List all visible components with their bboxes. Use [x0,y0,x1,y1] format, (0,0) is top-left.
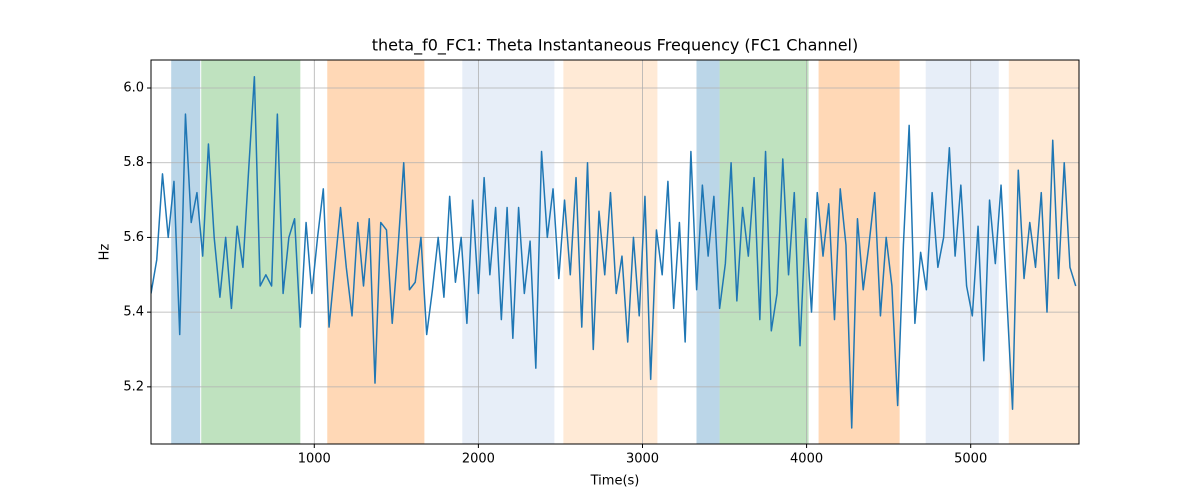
x-tick-label: 5000 [954,452,987,467]
y-tick-label: 5.8 [123,155,144,170]
chart-title: theta_f0_FC1: Theta Instantaneous Freque… [372,36,858,56]
y-axis-label: Hz [98,244,113,261]
x-tick-label: 3000 [626,452,659,467]
y-tick-label: 5.2 [123,379,144,394]
shaded-span [563,60,658,444]
plot-area [151,76,1077,429]
x-axis-label: Time(s) [590,474,640,489]
data-line [151,76,1077,429]
y-tick-label: 6.0 [123,81,144,96]
y-tick-label: 5.6 [123,230,144,245]
x-tick-label: 1000 [298,452,331,467]
shaded-span [327,60,425,444]
shaded-span [818,60,900,444]
y-tick-label: 5.4 [123,305,144,320]
shaded-span [719,60,809,444]
x-tick-label: 4000 [790,452,823,467]
shaded-span [925,60,999,444]
axes-frame [150,59,1080,445]
x-tick-label: 2000 [462,452,495,467]
